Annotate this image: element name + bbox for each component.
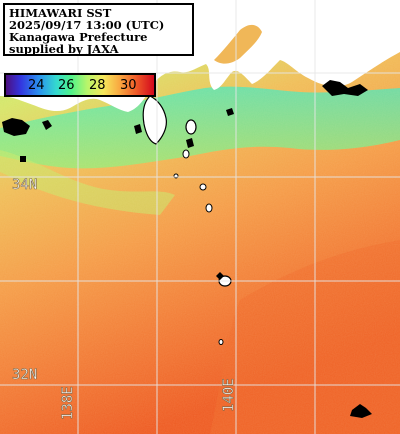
island-oshima xyxy=(185,119,197,135)
lon-label-138e: 138E xyxy=(60,386,77,420)
color-scale-legend: 24 26 28 30 xyxy=(4,73,156,97)
title-box: HIMAWARI SST 2025/09/17 13:00 (UTC) Kana… xyxy=(3,3,194,56)
legend-tick-30: 30 xyxy=(120,78,137,93)
island-small-1 xyxy=(218,339,224,345)
island-kozu xyxy=(199,183,207,191)
island-miyake xyxy=(205,203,213,213)
lon-label-140e: 140E xyxy=(221,378,238,412)
cloud-mask xyxy=(2,80,372,418)
island-niijima xyxy=(182,149,190,159)
land-boso xyxy=(214,24,262,64)
legend-tick-26: 26 xyxy=(58,78,75,93)
lat-label-34n: 34N xyxy=(12,177,38,193)
land-izu xyxy=(142,95,167,145)
title-line-product: HIMAWARI SST xyxy=(9,6,112,20)
title-line-supplier: supplied by JAXA xyxy=(9,42,119,56)
title-line-datetime: 2025/09/17 13:00 (UTC) xyxy=(9,18,165,32)
legend-tick-28: 28 xyxy=(89,78,106,93)
legend-tick-24: 24 xyxy=(28,78,45,93)
lat-label-32n: 32N xyxy=(12,367,38,383)
title-line-region: Kanagawa Prefecture xyxy=(9,30,148,44)
